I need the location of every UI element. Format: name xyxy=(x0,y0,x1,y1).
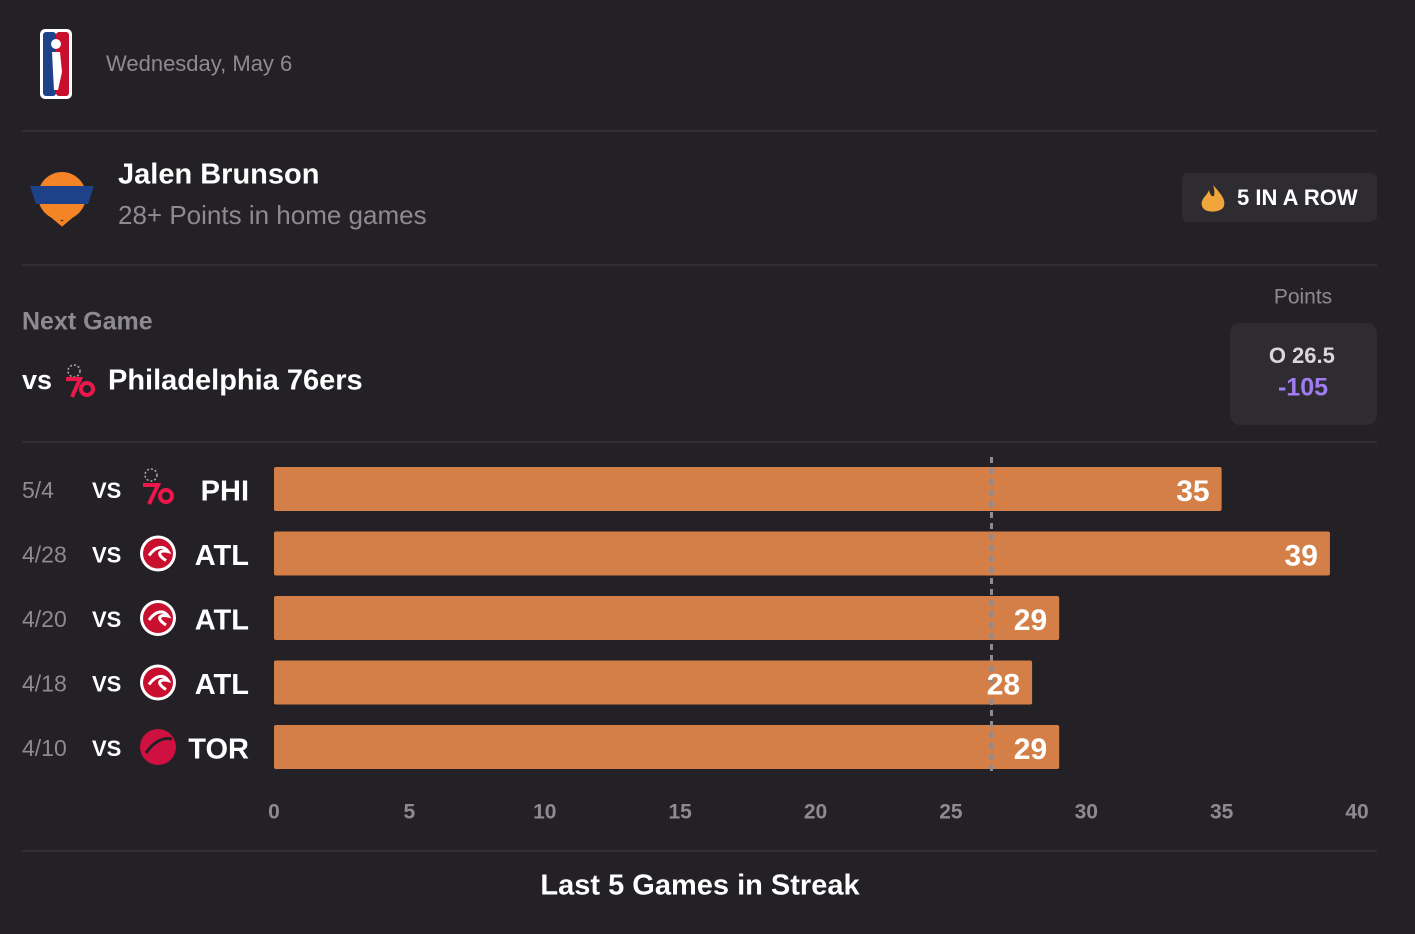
x-tick-label: 0 xyxy=(268,801,280,824)
bar xyxy=(274,660,1033,705)
line-side: O xyxy=(1269,343,1286,368)
vs-label: vs xyxy=(22,365,52,395)
logo-shape xyxy=(158,488,174,504)
venue-label: VS xyxy=(92,542,121,567)
value-label: 35 xyxy=(1176,475,1209,508)
odds-box[interactable] xyxy=(1230,323,1377,425)
bar xyxy=(274,467,1222,511)
value-label: 39 xyxy=(1285,539,1318,572)
x-tick-label: 30 xyxy=(1075,801,1098,824)
bar xyxy=(274,725,1060,769)
logo-shape xyxy=(143,538,173,569)
y-tick-label: 4/10 xyxy=(22,735,67,761)
x-tick-label: 10 xyxy=(533,801,556,824)
streak-label: 5 IN A ROW xyxy=(1237,185,1358,210)
logo-shape xyxy=(147,545,172,562)
y-tick-label: 4/28 xyxy=(22,542,67,568)
y-tick-label: 4/20 xyxy=(22,606,67,632)
x-tick-label: 35 xyxy=(1210,801,1234,824)
team-logo xyxy=(140,600,176,636)
logo-shape xyxy=(144,468,158,482)
opponent-label: ATL xyxy=(195,605,249,637)
date: Wednesday, May 6 xyxy=(106,51,292,76)
chart-title: Last 5 Games in Streak xyxy=(540,870,860,902)
opponent-label: ATL xyxy=(195,669,249,701)
logo-shape xyxy=(143,603,173,633)
venue-label: VS xyxy=(92,607,121,632)
logo-shape xyxy=(140,729,176,765)
flame-icon xyxy=(1201,185,1225,212)
logo-shape xyxy=(143,667,173,698)
bar xyxy=(274,531,1330,576)
team-logo xyxy=(30,172,94,227)
logo-shape xyxy=(147,610,172,627)
y-tick-label: 5/4 xyxy=(22,477,54,503)
line-value: 26.5 xyxy=(1292,343,1335,368)
bar xyxy=(274,596,1060,640)
logo-shape xyxy=(144,737,173,754)
x-tick-label: 25 xyxy=(939,801,963,824)
next-game-label: Next Game xyxy=(22,308,153,336)
team-logo xyxy=(143,468,174,505)
opponent-logo xyxy=(66,364,95,398)
player-name: Jalen Brunson xyxy=(118,159,319,191)
value-label: 29 xyxy=(1014,604,1047,637)
x-tick-label: 40 xyxy=(1345,801,1368,824)
market-label: Points xyxy=(1274,286,1332,309)
odds: -105 xyxy=(1278,374,1328,402)
opponent-name: Philadelphia 76ers xyxy=(108,365,363,397)
logo-shape xyxy=(143,483,162,505)
logo-shape xyxy=(147,674,172,691)
team-logo xyxy=(140,729,176,765)
player-prop: 28+ Points in home games xyxy=(118,200,427,230)
value-label: 29 xyxy=(1014,733,1047,766)
team-logo xyxy=(140,664,176,701)
x-tick-label: 20 xyxy=(804,801,827,824)
opponent-label: ATL xyxy=(195,540,249,572)
team-logo xyxy=(140,535,176,572)
x-tick-label: 5 xyxy=(404,801,416,824)
streak-badge xyxy=(1182,173,1377,222)
value-label: 28 xyxy=(987,668,1020,701)
venue-label: VS xyxy=(92,478,121,503)
venue-label: VS xyxy=(92,736,121,761)
x-tick-label: 15 xyxy=(668,801,692,824)
nba-logo xyxy=(40,29,72,99)
venue-label: VS xyxy=(92,671,121,696)
y-tick-label: 4/18 xyxy=(22,671,67,697)
opponent-label: TOR xyxy=(188,734,249,766)
opponent-label: PHI xyxy=(201,476,249,508)
